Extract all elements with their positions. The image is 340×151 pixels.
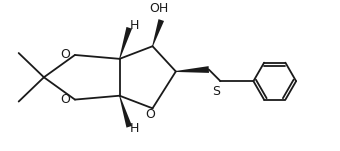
Polygon shape xyxy=(119,96,132,128)
Polygon shape xyxy=(152,19,164,46)
Text: OH: OH xyxy=(150,2,169,15)
Polygon shape xyxy=(176,66,209,73)
Text: H: H xyxy=(130,122,139,135)
Text: H: H xyxy=(130,19,139,32)
Text: S: S xyxy=(212,85,221,98)
Polygon shape xyxy=(119,27,132,59)
Text: O: O xyxy=(60,48,70,61)
Text: O: O xyxy=(146,108,155,121)
Text: O: O xyxy=(60,93,70,106)
